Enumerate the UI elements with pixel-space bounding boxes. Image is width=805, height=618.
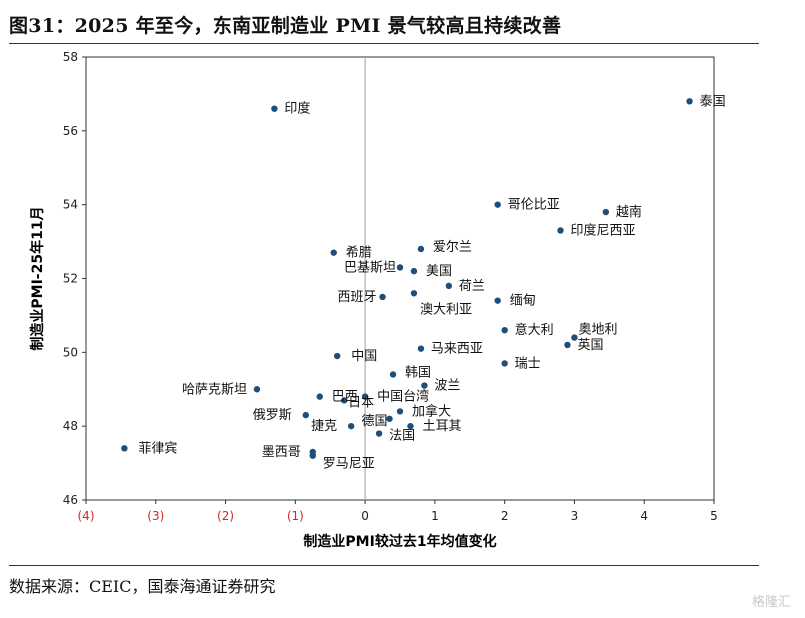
data-point xyxy=(602,208,610,216)
x-tick-labels: (4) (3) (2) (1) 0 1 2 3 4 5 xyxy=(78,500,718,523)
data-point xyxy=(396,408,404,415)
point-label: 日本 xyxy=(348,395,374,410)
x-tick-label: (1) xyxy=(287,509,304,523)
x-axis-label: 制造业PMI较过去1年均值变化 xyxy=(303,533,496,550)
point-label: 墨西哥 xyxy=(262,445,301,460)
data-point xyxy=(501,360,508,367)
data-point xyxy=(686,98,693,105)
point-label: 英国 xyxy=(577,338,603,353)
point-label: 西班牙 xyxy=(338,290,377,305)
x-tick-label: 1 xyxy=(431,509,439,523)
point-label: 罗马尼亚 xyxy=(323,457,375,472)
data-point xyxy=(302,411,309,419)
data-point xyxy=(334,352,341,360)
point-label: 韩国 xyxy=(405,365,431,380)
point-label: 泰国 xyxy=(700,94,726,109)
point-label: 奥地利 xyxy=(578,323,617,338)
point-label: 意大利 xyxy=(515,322,554,338)
data-point xyxy=(501,326,508,334)
point-label: 巴西 xyxy=(332,390,358,405)
point-label: 土耳其 xyxy=(422,419,461,434)
data-point xyxy=(309,452,316,459)
data-point xyxy=(340,397,348,404)
x-tick-label: 0 xyxy=(361,509,369,523)
point-label: 印度 xyxy=(284,101,310,117)
data-point xyxy=(494,297,501,304)
y-tick-label: 52 xyxy=(63,272,78,286)
title-rule xyxy=(9,43,759,44)
data-point xyxy=(407,422,414,430)
y-tick-label: 48 xyxy=(63,419,78,433)
point-label: 俄罗斯 xyxy=(253,408,292,423)
chart-title: 图31：2025 年至今，东南亚制造业 PMI 景气较高且持续改善 xyxy=(9,15,562,37)
point-label: 澳大利亚 xyxy=(420,301,472,317)
data-point xyxy=(417,345,425,352)
data-point xyxy=(271,105,278,112)
data-point xyxy=(379,293,386,301)
x-tick-label: 5 xyxy=(710,509,718,523)
data-point xyxy=(330,249,337,256)
point-label: 缅甸 xyxy=(510,294,536,309)
data-point xyxy=(410,290,418,297)
y-tick-label: 46 xyxy=(63,493,78,507)
data-point xyxy=(316,393,323,400)
point-label: 哈萨克斯坦 xyxy=(182,382,247,397)
x-tick-label: 4 xyxy=(640,509,648,523)
point-label: 越南 xyxy=(616,204,642,220)
point-label: 印度尼西亚 xyxy=(570,223,635,239)
data-point xyxy=(417,245,425,253)
data-point xyxy=(421,382,428,389)
point-label: 荷兰 xyxy=(459,279,485,294)
data-point xyxy=(571,334,578,341)
point-label: 中国台湾 xyxy=(377,389,429,405)
watermark: 格隆汇 xyxy=(751,595,791,610)
data-point xyxy=(347,422,355,430)
data-point xyxy=(253,386,261,393)
point-label: 菲律宾 xyxy=(138,440,177,456)
point-label: 中国 xyxy=(351,349,377,364)
point-label: 希腊 xyxy=(346,246,372,261)
data-point xyxy=(445,282,453,290)
point-label: 波兰 xyxy=(434,379,460,394)
point-label: 德国 xyxy=(362,414,388,429)
point-label: 美国 xyxy=(426,264,452,279)
x-tick-label: (4) xyxy=(78,509,95,523)
data-point xyxy=(361,393,369,400)
data-point xyxy=(389,371,397,378)
data-point xyxy=(410,267,418,275)
scatter-chart: (4) (3) (2) (1) 0 1 2 3 4 5 46 48 50 52 54 56 58 泰国 印度哥伦… xyxy=(29,50,726,550)
source-note: 数据来源：CEIC，国泰海通证券研究 xyxy=(9,577,276,596)
data-point xyxy=(121,445,128,452)
point-label: 巴基斯坦 xyxy=(344,260,396,275)
y-axis-label: 制造业PMI-25年11月 xyxy=(29,206,46,350)
source-rule xyxy=(9,565,759,566)
point-label: 爱尔兰 xyxy=(433,240,472,255)
point-label: 法国 xyxy=(389,429,415,444)
point-label: 马来西亚 xyxy=(431,342,483,357)
y-tick-label: 58 xyxy=(63,50,78,64)
data-point xyxy=(557,227,564,234)
data-point xyxy=(386,415,393,422)
data-points xyxy=(121,98,693,459)
data-point xyxy=(375,430,383,437)
y-tick-label: 50 xyxy=(63,345,78,359)
point-label: 瑞士 xyxy=(515,356,541,371)
data-point xyxy=(564,341,571,349)
y-tick-labels: 46 48 50 52 54 56 58 xyxy=(63,50,86,507)
x-tick-label: (2) xyxy=(217,509,234,523)
point-label: 捷克 xyxy=(311,419,337,434)
point-label: 加拿大 xyxy=(412,403,451,419)
x-tick-label: 3 xyxy=(571,509,579,523)
y-tick-label: 56 xyxy=(63,124,78,138)
data-point xyxy=(396,264,404,271)
x-tick-label: (3) xyxy=(147,509,164,523)
data-point xyxy=(494,201,501,208)
point-label: 哥伦比亚 xyxy=(508,198,560,213)
y-tick-label: 54 xyxy=(63,198,78,212)
x-tick-label: 2 xyxy=(501,509,509,523)
